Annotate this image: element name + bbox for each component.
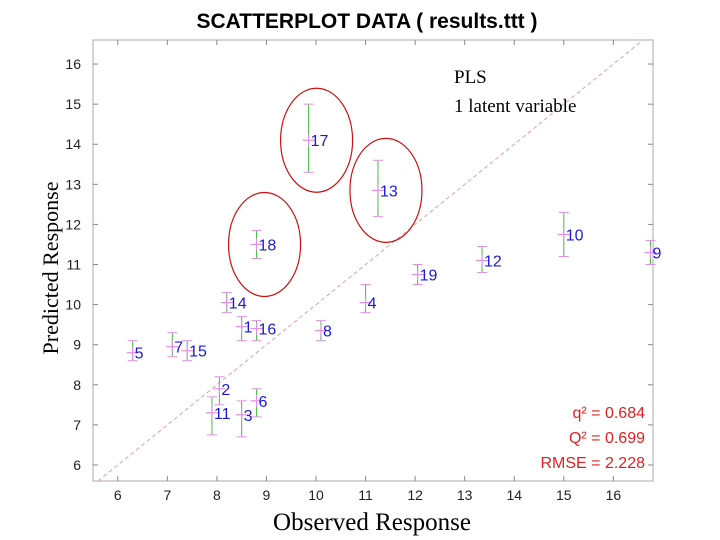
highlight-circle-18	[227, 191, 302, 298]
point-label: 1	[244, 320, 253, 337]
point-label: 12	[484, 254, 502, 271]
x-tick-label: 8	[213, 487, 221, 503]
x-tick-label: 15	[556, 487, 572, 503]
point-label: 14	[229, 296, 247, 313]
y-tick-label: 13	[65, 176, 81, 192]
data-point-6: 6	[250, 388, 268, 418]
chart-title: SCATTERPLOT DATA ( results.ttt )	[196, 10, 537, 33]
data-point-7: 7	[166, 332, 183, 358]
x-tick-label: 16	[606, 487, 622, 503]
point-label: 18	[259, 237, 277, 254]
annotation-method: PLS	[454, 67, 487, 88]
y-axis-label: Predicted Response	[38, 182, 63, 355]
annotation-latent-variables: 1 latent variable	[454, 96, 576, 117]
data-point-12: 12	[476, 245, 502, 274]
x-axis-label: Observed Response	[273, 509, 471, 536]
point-label: 11	[214, 406, 231, 423]
highlight-circles	[227, 87, 423, 298]
x-tick-label: 11	[358, 487, 373, 503]
x-tick-label: 10	[308, 487, 324, 503]
y-tick-label: 6	[73, 457, 81, 473]
highlight-circle-17	[279, 87, 354, 193]
y-tick-label: 14	[65, 136, 81, 152]
x-tick-label: 9	[263, 487, 271, 503]
data-point-14: 14	[220, 292, 247, 314]
y-tick-label: 8	[73, 377, 81, 393]
y-tick-label: 10	[65, 297, 81, 313]
point-label: 6	[259, 394, 268, 411]
data-point-9: 9	[644, 239, 662, 266]
y-tick-label: 9	[73, 337, 81, 353]
stat-rmse: RMSE = 2.228	[541, 455, 646, 472]
point-label: 8	[323, 324, 332, 341]
x-tick-label: 13	[457, 487, 473, 503]
point-label: 17	[311, 133, 329, 150]
data-point-3: 3	[235, 400, 253, 438]
point-label: 5	[135, 346, 144, 363]
y-tick-label: 11	[66, 257, 81, 273]
x-ticks: 6 7 8 9 10 11 12 13 14 15 16	[114, 40, 621, 503]
y-tick-label: 12	[65, 216, 81, 232]
point-label: 13	[380, 183, 398, 200]
data-point-1: 1	[235, 316, 253, 342]
x-tick-label: 14	[506, 487, 522, 503]
stat-q2-lower: q² = 0.684	[573, 405, 646, 422]
point-label: 2	[221, 382, 230, 399]
data-point-4: 4	[359, 284, 377, 314]
x-tick-label: 7	[163, 487, 171, 503]
data-point-16: 16	[250, 320, 277, 342]
point-label: 4	[368, 296, 377, 313]
x-tick-label: 12	[407, 487, 423, 503]
reference-line	[97, 39, 644, 482]
data-point-15: 15	[181, 340, 207, 362]
y-tick-label: 7	[73, 417, 81, 433]
plot-frame	[92, 39, 654, 482]
highlight-circle-13	[349, 137, 423, 243]
point-label: 16	[259, 322, 277, 339]
data-point-13: 13	[371, 159, 398, 217]
data-point-8: 8	[314, 320, 332, 342]
y-tick-label: 16	[65, 56, 81, 72]
point-label: 19	[420, 268, 438, 285]
data-point-2: 2	[213, 376, 230, 406]
point-label: 9	[653, 245, 662, 262]
data-point-5: 5	[126, 340, 144, 363]
data-point-10: 10	[557, 211, 584, 257]
point-label: 15	[189, 344, 207, 361]
y-tick-label: 15	[65, 96, 81, 112]
point-label: 3	[244, 408, 253, 425]
data-point-11: 11	[205, 396, 231, 436]
point-label: 10	[566, 227, 584, 244]
data-point-19: 19	[411, 264, 438, 286]
data-point-18: 18	[250, 229, 277, 259]
x-tick-label: 6	[114, 487, 122, 503]
reference-line-group	[97, 39, 644, 482]
data-point-17: 17	[302, 103, 329, 173]
point-label: 7	[174, 340, 183, 357]
stat-q2-upper: Q² = 0.699	[569, 430, 645, 447]
